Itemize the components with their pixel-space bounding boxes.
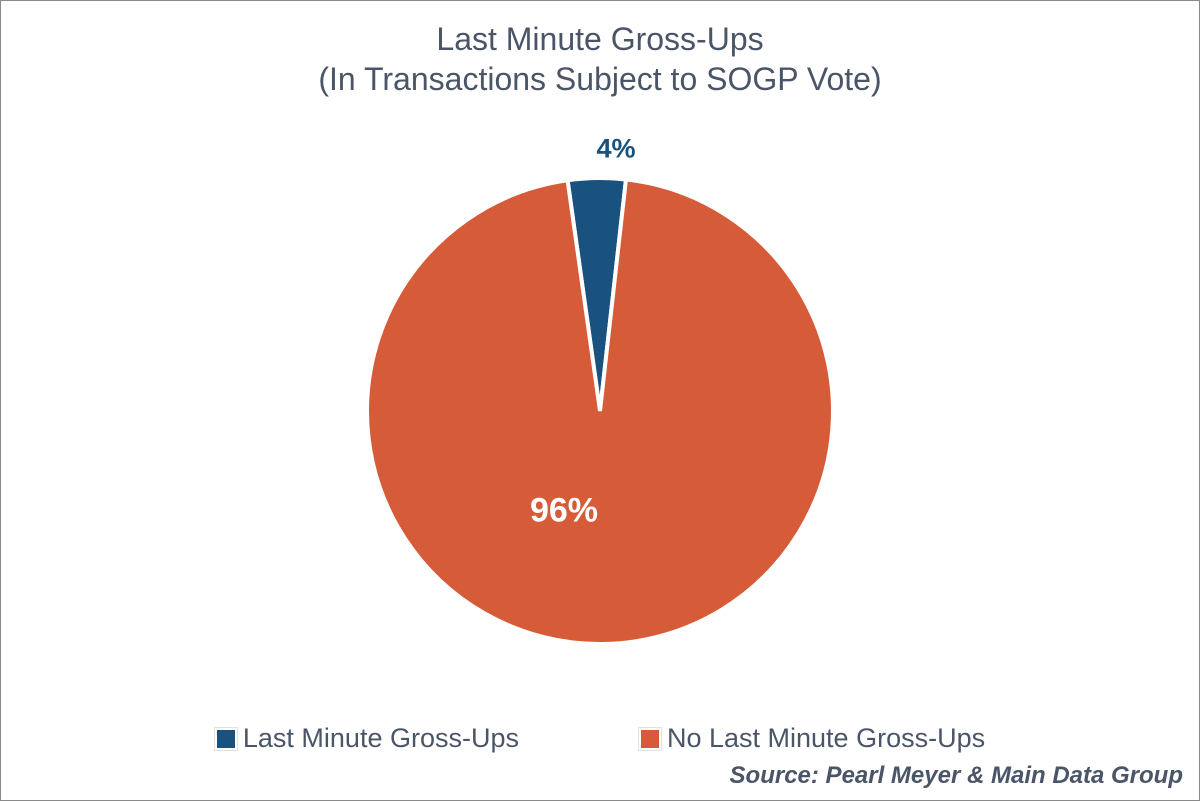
legend-swatch-1 bbox=[639, 728, 661, 750]
legend-item-0: Last Minute Gross-Ups bbox=[215, 723, 519, 754]
legend-label-1: No Last Minute Gross-Ups bbox=[667, 723, 985, 754]
title-line-2: (In Transactions Subject to SOGP Vote) bbox=[318, 59, 881, 99]
pie-container: 4%96% bbox=[365, 176, 835, 646]
pie-chart: 4%96% bbox=[1, 99, 1199, 723]
legend: Last Minute Gross-Ups No Last Minute Gro… bbox=[1, 723, 1199, 754]
title-line-1: Last Minute Gross-Ups bbox=[318, 19, 881, 59]
legend-item-1: No Last Minute Gross-Ups bbox=[639, 723, 985, 754]
pie-svg bbox=[365, 176, 835, 646]
source-text: Source: Pearl Meyer & Main Data Group bbox=[1, 762, 1199, 800]
legend-swatch-0 bbox=[215, 728, 237, 750]
chart-frame: Last Minute Gross-Ups (In Transactions S… bbox=[0, 0, 1200, 801]
chart-title: Last Minute Gross-Ups (In Transactions S… bbox=[318, 19, 881, 99]
legend-label-0: Last Minute Gross-Ups bbox=[243, 723, 519, 754]
pie-slice-label: 4% bbox=[596, 134, 635, 165]
